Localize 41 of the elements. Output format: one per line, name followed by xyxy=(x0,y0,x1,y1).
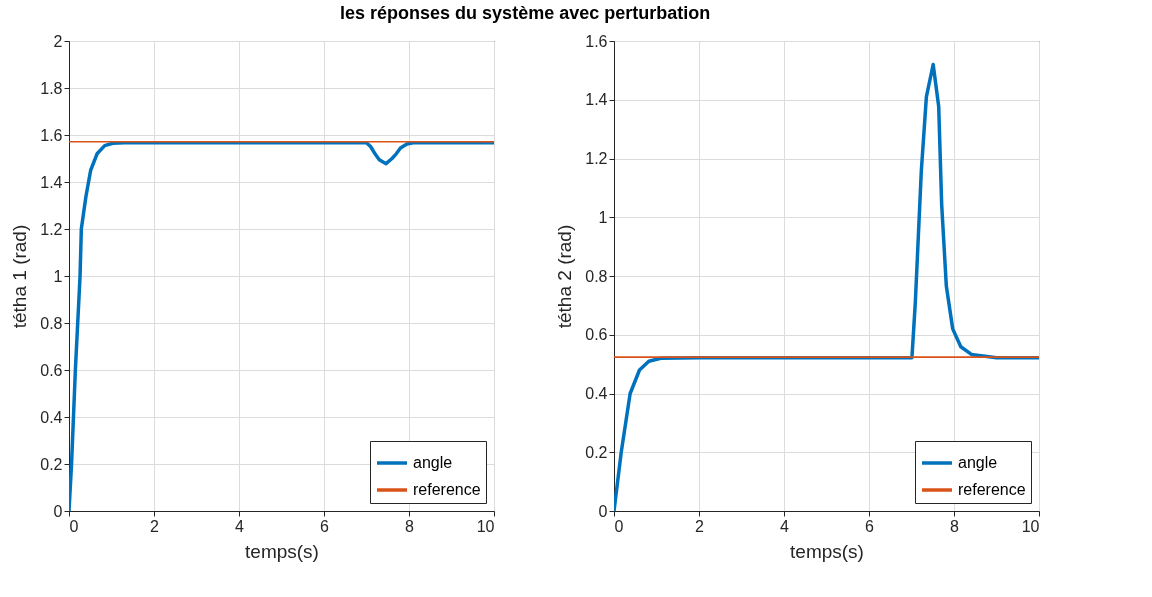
y-axis-title: tétha 1 (rad) xyxy=(9,224,31,329)
x-axis-title: temps(s) xyxy=(790,540,864,562)
y-tick-label: 0 xyxy=(53,502,63,520)
y-tick-label: 0.4 xyxy=(40,408,63,426)
x-tick-label: 6 xyxy=(320,517,330,535)
x-tick-label: 10 xyxy=(476,517,495,535)
legend-label: angle xyxy=(958,454,998,471)
x-tick-label: 4 xyxy=(235,517,245,535)
y-tick-label: 1.8 xyxy=(40,79,63,97)
y-tick-label: 0.8 xyxy=(40,314,63,332)
x-tick-label: 0 xyxy=(69,517,79,535)
y-tick-label: 0.6 xyxy=(40,361,63,379)
x-tick-label: 4 xyxy=(780,517,790,535)
x-tick-label: 8 xyxy=(405,517,415,535)
y-tick-label: 1.6 xyxy=(585,32,608,50)
legend-label: reference xyxy=(413,481,481,498)
x-tick-label: 8 xyxy=(950,517,960,535)
x-tick-label: 10 xyxy=(1021,517,1040,535)
x-tick-label: 0 xyxy=(614,517,624,535)
x-tick-label: 2 xyxy=(695,517,705,535)
x-axis-title: temps(s) xyxy=(245,540,319,562)
y-tick-label: 2 xyxy=(53,32,63,50)
y-tick-label: 1.2 xyxy=(585,150,608,167)
x-tick-label: 6 xyxy=(865,517,875,535)
y-tick-label: 1.4 xyxy=(585,91,608,109)
y-tick-label: 1 xyxy=(598,208,608,226)
y-tick-label: 0.4 xyxy=(585,385,608,402)
y-tick-label: 0.2 xyxy=(40,455,63,473)
legend-label: angle xyxy=(413,454,453,471)
y-tick-label: 0 xyxy=(598,502,608,520)
legend-label: reference xyxy=(958,481,1026,498)
y-tick-label: 0.2 xyxy=(585,443,608,461)
y-tick-label: 1.6 xyxy=(40,126,63,144)
x-tick-label: 2 xyxy=(150,517,160,535)
y-tick-label: 1.2 xyxy=(40,220,63,238)
y-tick-label: 1 xyxy=(53,267,63,285)
chart-title: les réponses du système avec perturbation xyxy=(340,2,711,23)
y-tick-label: 1.4 xyxy=(40,173,63,191)
y-tick-label: 0.8 xyxy=(585,267,608,285)
y-axis-title: tétha 2 (rad) xyxy=(554,224,576,329)
y-tick-label: 0.6 xyxy=(585,326,608,344)
